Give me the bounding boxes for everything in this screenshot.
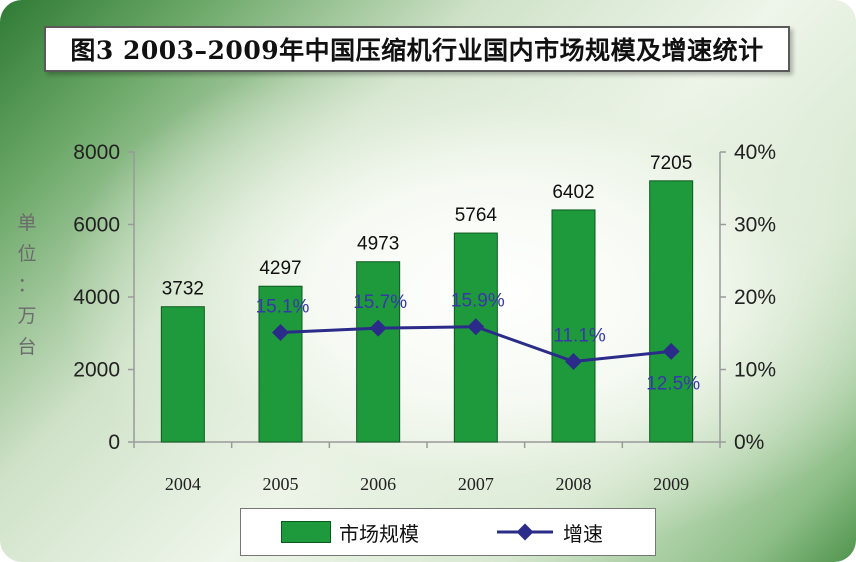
line-value-label: 15.1% xyxy=(256,297,310,318)
x-tick-label: 2006 xyxy=(360,474,396,494)
x-tick-label: 2009 xyxy=(653,474,689,494)
line-value-label: 15.7% xyxy=(353,292,407,313)
line-point-growth-rate xyxy=(467,318,485,336)
bar-market-size xyxy=(453,232,498,443)
y-tick-label-right: 20% xyxy=(734,286,776,309)
legend-label-market-size: 市场规模 xyxy=(339,521,419,546)
legend-bar-swatch xyxy=(281,521,331,543)
legend-line-swatch xyxy=(497,523,553,541)
y-tick-label-right: 0% xyxy=(734,431,764,454)
bar-market-size xyxy=(160,306,205,443)
y-tick-label-left: 0 xyxy=(108,431,120,454)
legend-item-growth-rate: 增速 xyxy=(495,518,603,547)
bar-value-label: 4297 xyxy=(259,258,301,279)
bar-market-size xyxy=(258,285,303,443)
y-unit-char: 万 xyxy=(17,305,37,327)
y-tick-label-right: 30% xyxy=(734,214,776,237)
line-value-label: 15.9% xyxy=(451,291,505,312)
line-point-growth-rate xyxy=(662,342,680,360)
y-tick-label-right: 10% xyxy=(734,359,776,382)
chart-title: 图3 2003–2009年中国压缩机行业国内市场规模及增速统计 xyxy=(70,36,764,65)
legend: 市场规模 增速 xyxy=(240,508,656,556)
bar-value-label: 4973 xyxy=(357,234,399,255)
line-value-label: 12.5% xyxy=(646,373,700,394)
legend-item-market-size: 市场规模 xyxy=(281,518,419,547)
line-value-label: 11.1% xyxy=(553,326,606,347)
line-point-growth-rate xyxy=(565,353,582,371)
y-axis-unit-label: 单 位 ： 万 台 xyxy=(16,208,38,363)
y-unit-char: 位 xyxy=(17,243,37,265)
line-point-growth-rate xyxy=(369,319,387,337)
bar-value-label: 7205 xyxy=(650,153,692,174)
y-tick-label-left: 8000 xyxy=(73,141,120,164)
bar-market-size xyxy=(551,209,596,443)
y-tick-label-left: 6000 xyxy=(73,214,120,237)
bar-value-label: 3732 xyxy=(162,279,204,300)
x-tick-label: 2004 xyxy=(165,474,201,494)
y-tick-label-left: 4000 xyxy=(73,286,120,309)
x-tick-label: 2005 xyxy=(263,474,299,494)
y-tick-label-left: 2000 xyxy=(73,359,120,382)
y-unit-char: 台 xyxy=(17,336,37,358)
legend-label-growth-rate: 增速 xyxy=(563,521,603,546)
bar-market-size xyxy=(649,180,694,443)
x-tick-label: 2008 xyxy=(556,474,592,494)
y-unit-char: 单 xyxy=(17,212,37,234)
y-tick-label-right: 40% xyxy=(734,141,776,164)
y-unit-char: ： xyxy=(17,274,37,296)
bar-value-label: 6402 xyxy=(552,182,594,203)
bar-value-label: 5764 xyxy=(455,205,498,226)
bar-market-size xyxy=(356,261,401,443)
line-point-growth-rate xyxy=(272,324,289,342)
x-tick-label: 2007 xyxy=(458,474,494,494)
chart-title-box: 图3 2003–2009年中国压缩机行业国内市场规模及增速统计 xyxy=(44,26,790,72)
